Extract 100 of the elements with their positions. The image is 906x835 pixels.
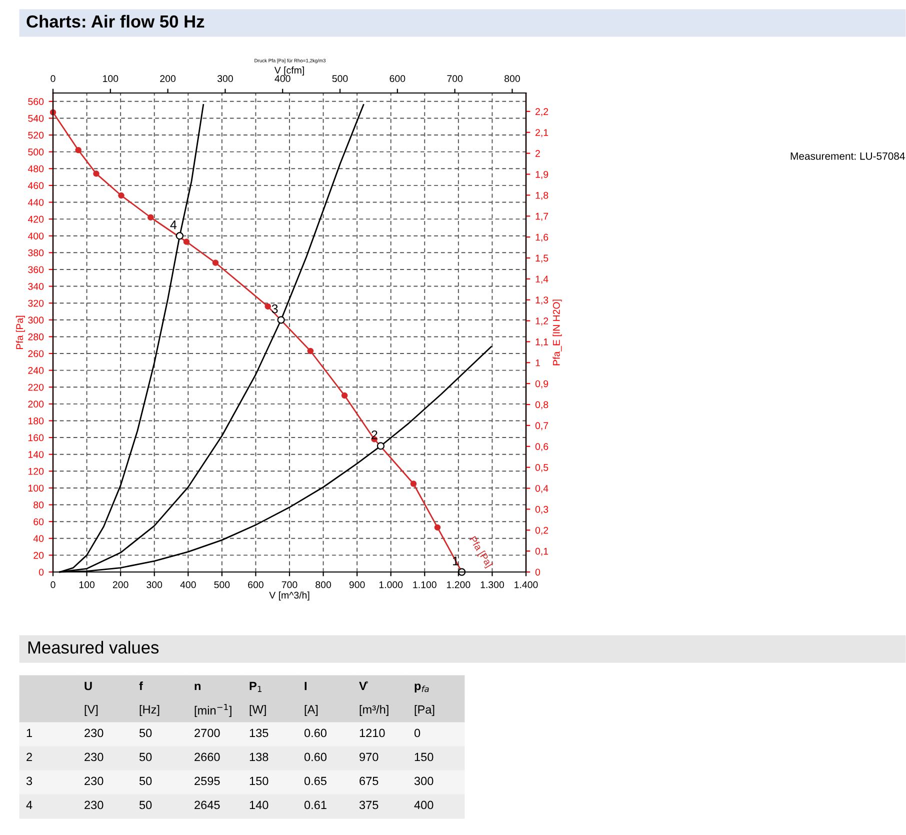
y-tick-label: 300 bbox=[28, 316, 44, 324]
x-tick-label: 1.400 bbox=[514, 581, 538, 588]
text: 50 bbox=[139, 776, 152, 786]
text: 2645 bbox=[194, 800, 220, 810]
y-tick-label: 200 bbox=[28, 400, 44, 408]
y-tick-label: 40 bbox=[33, 535, 44, 542]
text: n bbox=[194, 684, 200, 690]
x-axis-title: V [m^3/h] bbox=[269, 591, 310, 601]
y-tick-label: 320 bbox=[28, 300, 44, 307]
y-tick-label: 340 bbox=[28, 283, 44, 290]
text: 50 bbox=[139, 728, 152, 738]
y-tick-label: 460 bbox=[28, 182, 44, 190]
text: 140 bbox=[250, 800, 268, 810]
x-tick-label: 1.100 bbox=[413, 581, 436, 588]
point bbox=[176, 232, 184, 240]
y-tick-label: 180 bbox=[28, 417, 44, 424]
y-tick-label: 140 bbox=[28, 451, 44, 458]
x-tick-label: 400 bbox=[180, 581, 196, 588]
text: [Hz] bbox=[140, 704, 160, 716]
text: [V] bbox=[84, 704, 98, 716]
y-tick-label: 220 bbox=[28, 384, 44, 391]
y2-tick-label: 0,1 bbox=[535, 548, 548, 556]
text: 1 bbox=[26, 728, 32, 738]
text: 0 bbox=[414, 728, 420, 738]
x2-tick-label: 200 bbox=[160, 75, 176, 82]
y-tick-label: 520 bbox=[28, 132, 44, 139]
text: Measurement: LU-57084 bbox=[790, 152, 905, 160]
text: 1210 bbox=[360, 728, 385, 738]
x-tick-label: 500 bbox=[214, 581, 230, 588]
y2-tick-label: 2 bbox=[536, 150, 540, 157]
y2-tick-label: 0,7 bbox=[535, 422, 548, 430]
y-tick-label: 80 bbox=[34, 502, 44, 508]
y2-tick-label: 1 bbox=[536, 359, 540, 366]
y2-tick-label: 1,5 bbox=[536, 254, 548, 263]
text: 2660 bbox=[194, 752, 220, 762]
text: 150 bbox=[250, 776, 268, 786]
point bbox=[410, 480, 417, 487]
y-tick-label: 60 bbox=[34, 518, 44, 526]
y-tick-label: 400 bbox=[28, 232, 44, 240]
y-tick-label: 380 bbox=[28, 249, 44, 256]
text: I bbox=[304, 682, 306, 690]
point bbox=[434, 524, 441, 531]
x2-tick-label: 300 bbox=[217, 75, 233, 82]
x2-tick-label: 700 bbox=[447, 75, 463, 82]
text: 0.61 bbox=[304, 800, 326, 810]
text: 375 bbox=[359, 800, 378, 810]
x-tick-label: 1.200 bbox=[447, 581, 470, 588]
text: 4 bbox=[26, 800, 32, 810]
chart-title: Charts: Air flow 50 Hz bbox=[26, 14, 204, 28]
text: [Pa] bbox=[414, 704, 434, 716]
x2-tick-label: 800 bbox=[504, 75, 520, 82]
y2-tick-label: 1,1 bbox=[536, 338, 548, 346]
text: 230 bbox=[84, 728, 104, 738]
text: [A] bbox=[304, 704, 318, 716]
text: 3 bbox=[26, 776, 32, 786]
point bbox=[93, 170, 100, 177]
y-tick-label: 160 bbox=[28, 434, 44, 442]
point bbox=[341, 392, 348, 399]
y-tick-label: 500 bbox=[28, 148, 44, 156]
y-tick-label: 480 bbox=[28, 165, 44, 172]
text: 0.60 bbox=[304, 728, 327, 738]
y2-tick-label: 1,2 bbox=[536, 318, 548, 326]
annotation: 3 bbox=[272, 304, 278, 314]
text: 400 bbox=[414, 800, 434, 810]
text: 675 bbox=[360, 776, 378, 786]
x-tick-label: 300 bbox=[146, 581, 162, 588]
y2-axis-title: Pfa_E [IN H2O] bbox=[552, 300, 562, 366]
point bbox=[212, 260, 219, 266]
y2-tick-label: 0,8 bbox=[535, 401, 548, 410]
text: 50 bbox=[139, 800, 152, 810]
x-tick-label: 100 bbox=[79, 581, 95, 588]
text: 2595 bbox=[194, 776, 220, 786]
point bbox=[376, 442, 385, 450]
text: 0.65 bbox=[304, 776, 326, 786]
text: [W] bbox=[250, 704, 266, 716]
text: 230 bbox=[84, 776, 104, 786]
y2-tick-label: 2,2 bbox=[536, 108, 548, 116]
x-tick-label: 800 bbox=[316, 581, 332, 588]
text: 230 bbox=[84, 800, 104, 810]
text: 150 bbox=[414, 752, 434, 762]
text: 50 bbox=[139, 752, 152, 762]
y2-tick-label: 2,1 bbox=[536, 129, 548, 138]
x2-axis-title: V [cfm] bbox=[274, 66, 304, 76]
x2-tick-label: 100 bbox=[103, 75, 118, 82]
text: 2 bbox=[26, 752, 32, 762]
text: V̊ bbox=[359, 681, 368, 690]
y-tick-label: 20 bbox=[34, 552, 44, 559]
x-tick-label: 1.000 bbox=[379, 581, 403, 588]
text: 230 bbox=[84, 752, 104, 762]
point bbox=[264, 303, 272, 310]
text: 970 bbox=[360, 752, 378, 762]
text: 0.60 bbox=[304, 752, 327, 762]
text: 2700 bbox=[194, 728, 220, 738]
annotation: 4 bbox=[170, 220, 177, 230]
point bbox=[307, 348, 314, 354]
y-tick-label: 540 bbox=[28, 114, 44, 122]
x2-tick-label: 600 bbox=[390, 75, 406, 82]
y-tick-label: 100 bbox=[28, 484, 44, 492]
y2-tick-label: 0,2 bbox=[535, 526, 548, 535]
y2-tick-label: 1,6 bbox=[536, 234, 548, 242]
